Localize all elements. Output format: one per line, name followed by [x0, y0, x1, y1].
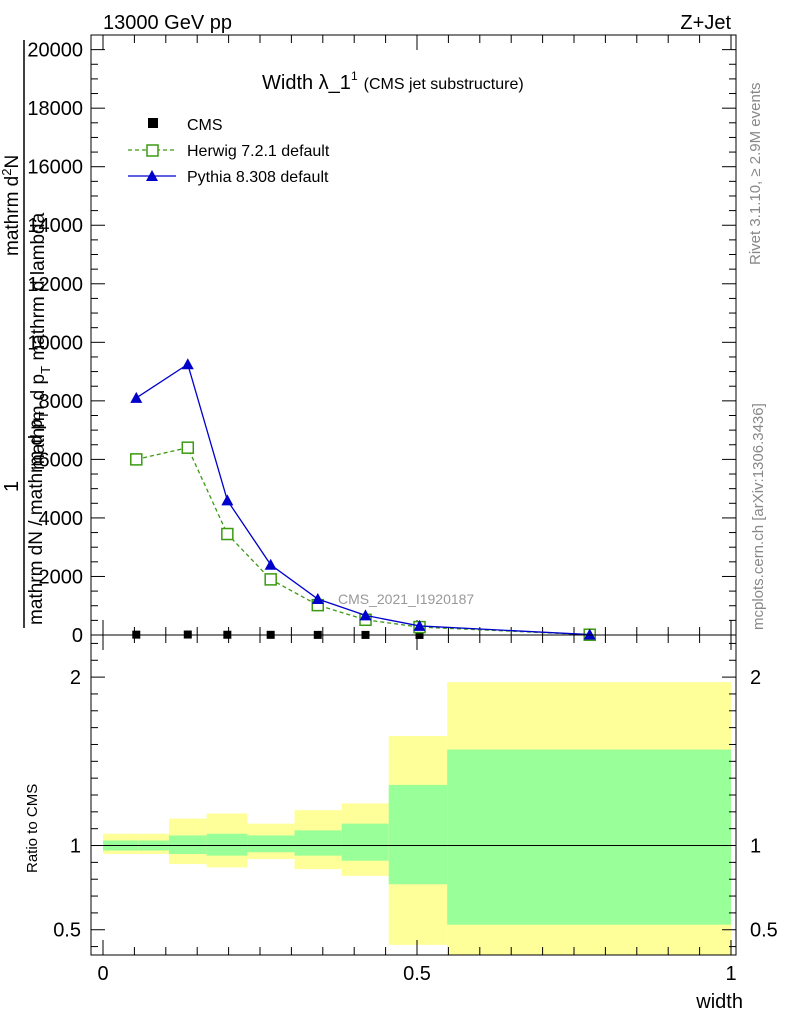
legend-label-cms: CMS — [187, 117, 223, 134]
main-y-tick-label: 14000 — [27, 215, 83, 237]
main-y-label: 1 mathrm dN / mathrm d pT mathrm d2N mat… — [0, 40, 53, 628]
legend-label-pythia: Pythia 8.308 default — [187, 169, 329, 186]
y-label-right2-sub: T — [38, 366, 53, 374]
ratio-y-tick-label-right: 1 — [750, 836, 761, 858]
x-tick-label: 0 — [97, 963, 108, 985]
x-axis-label: width — [695, 991, 743, 1013]
y-label-den-sub: T — [36, 411, 51, 419]
y-label-right2-main: mathrm d p — [28, 374, 49, 470]
ratio-y-tick-label-right: 0.5 — [750, 920, 778, 942]
herwig-point — [181, 441, 195, 454]
legend-marker-pythia — [146, 170, 158, 181]
pythia-point — [264, 558, 277, 570]
y-label-right2-rest: mathrm d lambda — [28, 212, 49, 366]
ratio-y-tick-label-left: 2 — [70, 667, 81, 689]
main-y-tick-label: 18000 — [27, 98, 83, 120]
ratio-inner-band — [206, 833, 248, 856]
ratio-inner-band — [247, 835, 295, 853]
main-y-tick-label: 10000 — [27, 332, 83, 354]
ratio-x-ticks: 0 0.5 1 — [97, 635, 737, 985]
chart-title-sub: (CMS jet substructure) — [364, 76, 524, 93]
main-plot: 0 2000 4000 6000 8000 10000 12000 14000 16000 180… — [0, 34, 737, 647]
ratio-y-label: Ratio to CMS — [24, 784, 41, 873]
ratio-plot: 0.5 0.51 12 2 0 0.5 1 Ratio to CMS width — [24, 634, 778, 1013]
chart-title: Width λ_11 (CMS jet substructure) — [262, 69, 524, 94]
y-label-right-rest: N — [2, 155, 23, 169]
pythia-point — [413, 619, 426, 631]
main-y-tick-label: 20000 — [27, 40, 83, 62]
main-y-tick-label: 0 — [72, 625, 83, 647]
x-tick-label: 0.5 — [403, 963, 431, 985]
pythia-point — [311, 593, 324, 604]
ratio-y-tick-label-right: 2 — [750, 667, 761, 689]
herwig-point — [221, 527, 234, 541]
ratio-bands — [103, 682, 731, 955]
pythia-point — [359, 609, 372, 621]
main-y-tick-label: 6000 — [39, 449, 84, 471]
pythia-point — [130, 391, 143, 403]
header-right: Z+Jet — [680, 12, 731, 34]
header-left: 13000 GeV pp — [103, 12, 232, 34]
pythia-point — [221, 494, 234, 506]
legend: CMS Herwig 7.2.1 default Pythia 8.308 de… — [128, 117, 330, 186]
y-label-right-bottom: mathrm d pT mathrm d lambda — [28, 212, 53, 470]
legend-marker-herwig — [146, 144, 159, 157]
ratio-inner-band — [294, 830, 342, 856]
ratio-inner-band — [388, 784, 448, 885]
ratio-inner-band — [168, 835, 207, 854]
y-label-den-main: mathrm dN / mathrm d p — [26, 419, 47, 625]
y-label-numerator: 1 — [1, 481, 23, 492]
pythia-point — [583, 628, 596, 640]
ratio-y-ticks: 0.5 0.5 1 1 2 2 — [53, 642, 778, 948]
legend-marker-cms — [148, 118, 158, 128]
pythia-point — [181, 358, 194, 370]
ratio-inner-band — [447, 749, 731, 925]
chart-title-sup: 1 — [351, 69, 358, 83]
main-y-tick-label: 8000 — [39, 391, 84, 413]
herwig-point — [264, 573, 277, 586]
y-label-right-sup: 2 — [0, 169, 14, 176]
main-y-tick-label: 16000 — [27, 157, 83, 179]
y-label-right-top: mathrm d2N — [0, 155, 23, 256]
main-y-tick-label: 2000 — [39, 566, 84, 588]
series-line-herwig — [136, 446, 590, 636]
y-label-denominator: mathrm dN / mathrm d pT — [26, 411, 51, 625]
ratio-y-tick-label-left: 1 — [70, 836, 81, 858]
main-y-tick-label: 12000 — [27, 274, 83, 296]
analysis-watermark: CMS_2021_I1920187 — [338, 591, 474, 607]
ratio-y-tick-label-left: 0.5 — [53, 920, 81, 942]
main-y-ticks: 0 2000 4000 6000 8000 10000 12000 14000 16000 180… — [27, 34, 736, 647]
main-y-tick-label: 4000 — [39, 508, 84, 530]
legend-label-herwig: Herwig 7.2.1 default — [187, 143, 330, 160]
y-label-right-main: mathrm d — [2, 176, 23, 256]
series-line-pythia — [135, 363, 590, 636]
herwig-point — [130, 453, 143, 466]
ratio-inner-band — [341, 823, 389, 861]
mcplots-label: mcplots.cern.ch [arXiv:1306.3436] — [750, 403, 767, 630]
chart-title-main: Width λ_1 — [262, 72, 351, 94]
x-tick-label: 1 — [725, 963, 736, 985]
rivet-label: Rivet 3.1.10, ≥ 2.9M events — [747, 83, 764, 266]
